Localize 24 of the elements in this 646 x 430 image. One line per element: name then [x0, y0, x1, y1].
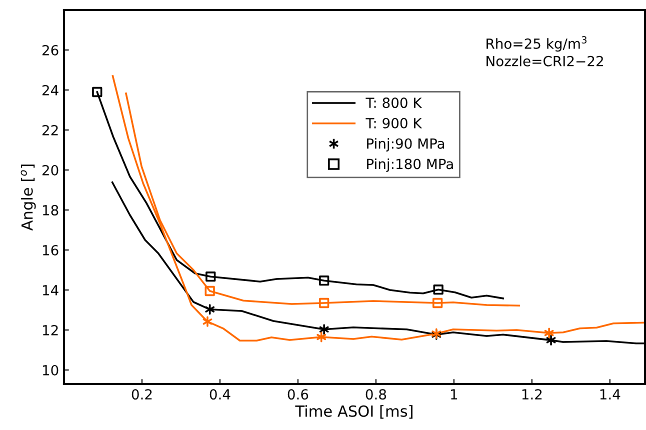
legend-label: T: 900 K — [366, 118, 422, 128]
x-tick-label: 1.2 — [522, 389, 542, 400]
annotation: Nozzle=CRI2−22 — [486, 56, 603, 66]
y-tick-label: 14 — [42, 285, 58, 296]
x-axis-title: Time ASOI [ms] — [295, 405, 412, 419]
legend-label: Pinj:180 MPa — [367, 158, 453, 172]
y-tick-label: 10 — [42, 364, 58, 376]
x-tick-label: 0.2 — [132, 389, 152, 400]
y-tick-label: 12 — [42, 324, 58, 336]
x-tick-label: 0.8 — [366, 389, 386, 400]
legend-label: Pinj:90 MPa — [367, 138, 444, 152]
x-tick-label: 1 — [451, 389, 458, 400]
y-tick-label: 24 — [42, 84, 58, 96]
y-tick-label: 20 — [42, 164, 58, 176]
y-tick-label: 26 — [42, 44, 58, 56]
x-tick-label: 0.6 — [288, 389, 308, 400]
annotation: Rho=25 kg/m$^{3}$ — [486, 36, 587, 52]
legend-label: T: 800 K — [366, 98, 422, 108]
y-axis-title: Angle [$^{o}$] — [20, 164, 36, 231]
y-tick-label: 16 — [42, 244, 58, 256]
x-tick-label: 1.4 — [600, 389, 620, 400]
y-tick-label: 22 — [42, 124, 58, 136]
y-tick-label: 18 — [42, 204, 58, 216]
x-tick-label: 0.4 — [210, 389, 230, 400]
